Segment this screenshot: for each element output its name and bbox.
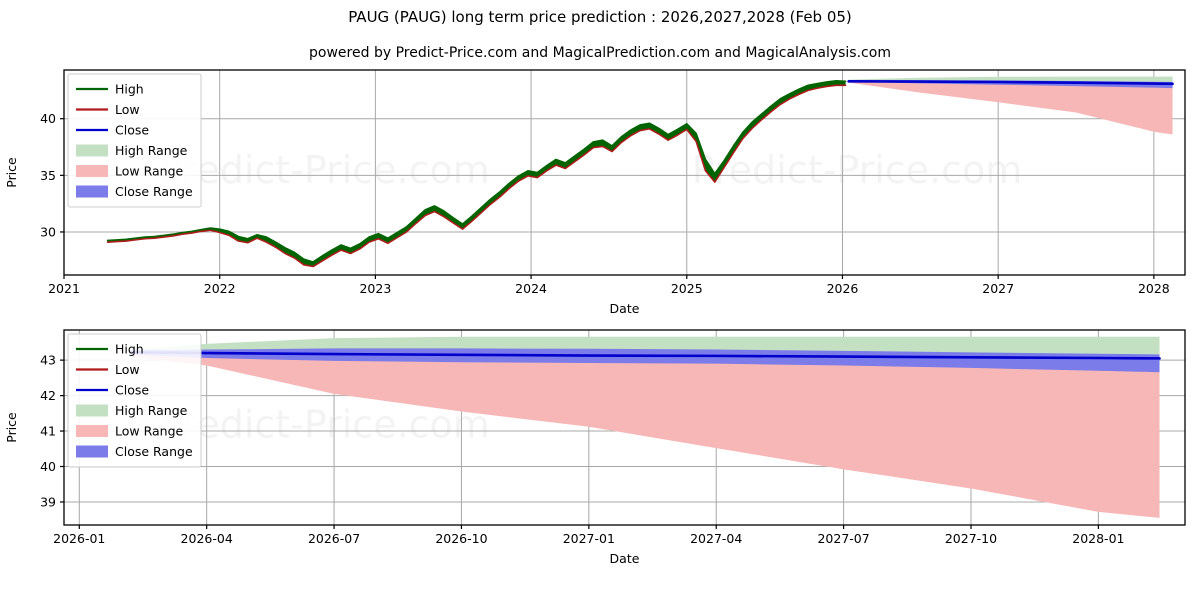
x-tick-label: 2026-04 bbox=[181, 531, 233, 546]
y-tick-label: 40 bbox=[40, 459, 56, 474]
x-axis-label: Date bbox=[610, 301, 640, 316]
legend-label: Low Range bbox=[115, 164, 184, 179]
y-axis-label: Price bbox=[4, 412, 19, 443]
legend-label: Close bbox=[115, 383, 149, 398]
x-tick-label: 2022 bbox=[204, 281, 236, 296]
y-tick-label: 41 bbox=[40, 424, 56, 439]
chart-legend: High Low Close High Range Low Range Close Ran… bbox=[67, 333, 202, 468]
legend-patch-swatch bbox=[76, 445, 108, 458]
x-tick-label: 2026-07 bbox=[308, 531, 360, 546]
x-tick-label: 2024 bbox=[515, 281, 547, 296]
legend-label: High Range bbox=[115, 403, 188, 418]
legend-label: High Range bbox=[115, 143, 188, 158]
history-high-line bbox=[106, 79, 847, 263]
legend-patch-swatch bbox=[76, 425, 108, 437]
legend-label: Low Range bbox=[115, 424, 184, 439]
legend-patch-swatch bbox=[76, 144, 108, 157]
legend-label: Close Range bbox=[115, 444, 193, 459]
x-tick-label: 2026 bbox=[827, 281, 859, 296]
plot-frame bbox=[63, 329, 1186, 526]
page-title: PAUG (PAUG) long term price prediction :… bbox=[348, 8, 852, 26]
page-subtitle: powered by Predict-Price.com and Magical… bbox=[309, 45, 891, 61]
x-tick-label: 2027-07 bbox=[817, 531, 869, 546]
x-tick-label: 2021 bbox=[48, 281, 80, 296]
close-line bbox=[128, 351, 1161, 360]
y-tick-label: 43 bbox=[40, 353, 56, 368]
x-tick-label: 2026-01 bbox=[53, 531, 105, 546]
x-tick-label: 2023 bbox=[359, 281, 391, 296]
watermark: Predict-Price.com bbox=[692, 148, 1023, 192]
legend-label: Close bbox=[115, 123, 149, 138]
forecast-detail-chart: Predict-Price.comPredict-Price.com2026-0… bbox=[0, 320, 1200, 600]
y-tick-label: 39 bbox=[40, 494, 56, 509]
chart-legend: High Low Close High Range Low Range Close Ran… bbox=[67, 73, 202, 208]
plot-frame bbox=[63, 69, 1186, 276]
y-tick-label: 40 bbox=[40, 111, 56, 126]
x-tick-label: 2027 bbox=[982, 281, 1014, 296]
x-tick-label: 2027-01 bbox=[563, 531, 615, 546]
low-range-band bbox=[130, 353, 1160, 518]
y-tick-label: 35 bbox=[40, 168, 56, 183]
y-tick-label: 42 bbox=[40, 388, 56, 403]
y-axis-label: Price bbox=[4, 157, 19, 188]
low-range-band bbox=[848, 81, 1173, 135]
legend-label: Close Range bbox=[115, 184, 193, 199]
x-tick-label: 2025 bbox=[671, 281, 703, 296]
x-tick-label: 2027-04 bbox=[690, 531, 742, 546]
history-low-line bbox=[106, 84, 847, 268]
gridlines bbox=[63, 70, 1185, 275]
watermark: Predict-Price.com bbox=[159, 402, 490, 446]
x-tick-label: 2028-01 bbox=[1072, 531, 1124, 546]
close-line bbox=[847, 80, 1174, 86]
legend-label: Low bbox=[115, 102, 140, 117]
legend-label: High bbox=[115, 82, 144, 97]
x-tick-label: 2026-10 bbox=[435, 531, 487, 546]
x-tick-label: 2027-10 bbox=[945, 531, 997, 546]
overview-chart: Predict-Price.com Predict-Price.com 2021 20… bbox=[0, 60, 1200, 320]
legend-patch-swatch bbox=[76, 165, 108, 177]
x-axis-label: Date bbox=[610, 551, 640, 566]
legend-label: High bbox=[115, 342, 144, 357]
legend-patch-swatch bbox=[76, 404, 108, 417]
y-tick-label: 30 bbox=[40, 224, 56, 239]
legend-label: Low bbox=[115, 362, 140, 377]
watermark: Predict-Price.com bbox=[159, 148, 490, 192]
legend-patch-swatch bbox=[76, 185, 108, 198]
x-tick-label: 2028 bbox=[1138, 281, 1170, 296]
